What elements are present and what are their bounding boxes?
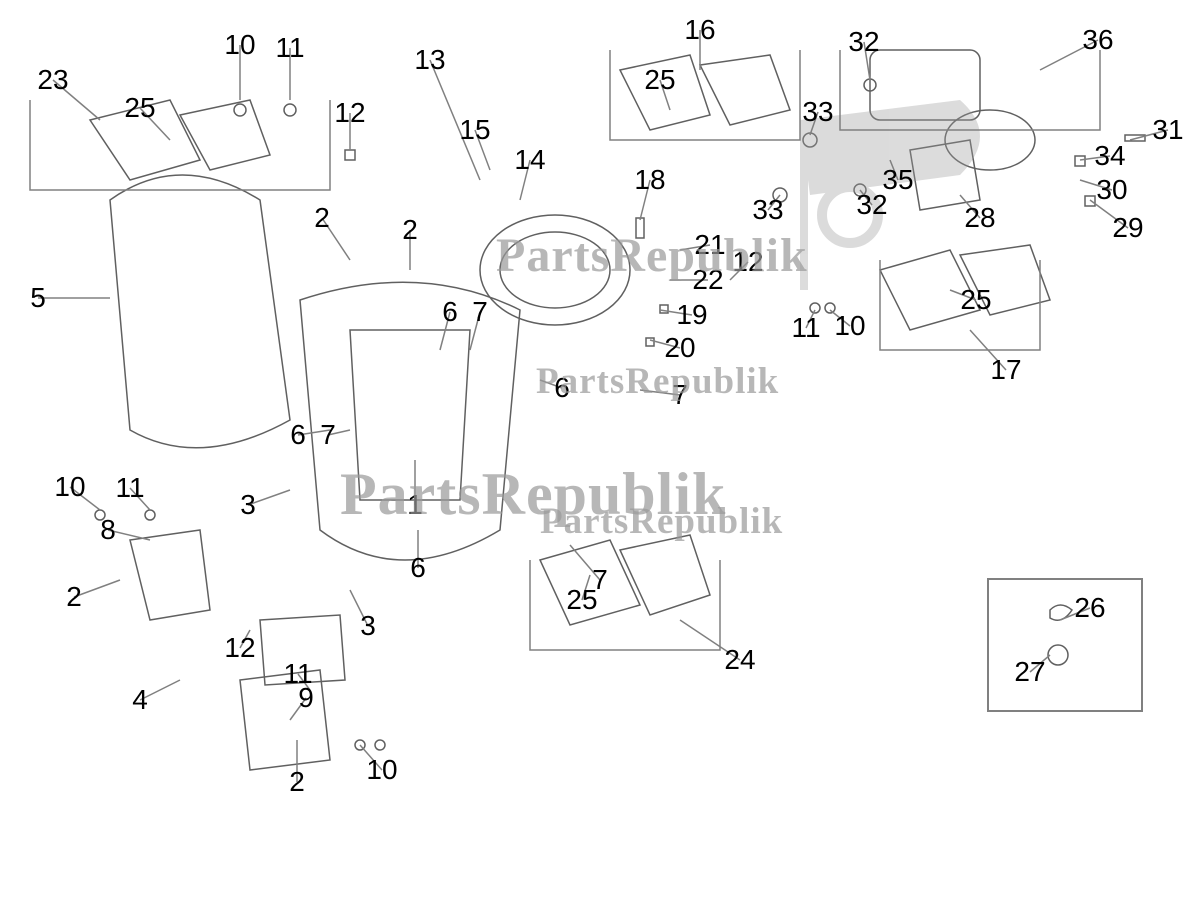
callout-33: 33 (802, 96, 833, 128)
callout-25: 25 (960, 284, 991, 316)
callout-5: 5 (30, 282, 46, 314)
callout-25: 25 (124, 92, 155, 124)
callout-29: 29 (1112, 212, 1143, 244)
callout-6: 6 (290, 419, 306, 451)
callout-2: 2 (289, 766, 305, 798)
callout-23: 23 (37, 64, 68, 96)
callout-2: 2 (402, 214, 418, 246)
callout-22: 22 (692, 264, 723, 296)
callout-12: 12 (224, 632, 255, 664)
callout-27: 27 (1014, 656, 1045, 688)
callout-6: 6 (442, 296, 458, 328)
callout-30: 30 (1096, 174, 1127, 206)
callout-10: 10 (834, 310, 865, 342)
callout-2: 2 (66, 581, 82, 613)
callout-10: 10 (366, 754, 397, 786)
watermark-text: PartsRepublik (540, 500, 783, 543)
callout-20: 20 (664, 332, 695, 364)
group-bracket (610, 50, 800, 140)
callout-10: 10 (54, 471, 85, 503)
group-bracket (840, 50, 1100, 130)
callout-7: 7 (320, 419, 336, 451)
callout-7: 7 (472, 296, 488, 328)
inset-detail-frame (987, 578, 1143, 712)
callout-1: 1 (407, 489, 423, 521)
callout-18: 18 (634, 164, 665, 196)
callout-3: 3 (360, 610, 376, 642)
callout-19: 19 (676, 299, 707, 331)
callout-31: 31 (1152, 114, 1183, 146)
callout-28: 28 (964, 202, 995, 234)
group-bracket (30, 100, 330, 190)
watermark-text: PartsRepublik (340, 460, 726, 529)
callout-34: 34 (1094, 140, 1125, 172)
group-bracket (530, 560, 720, 650)
callout-11: 11 (283, 658, 312, 690)
callout-16: 16 (684, 14, 715, 46)
callout-11: 11 (791, 312, 820, 344)
callout-25: 25 (566, 584, 597, 616)
callout-2: 2 (314, 202, 330, 234)
callout-24: 24 (724, 644, 755, 676)
callout-3: 3 (240, 489, 256, 521)
callout-13: 13 (414, 44, 445, 76)
callout-36: 36 (1082, 24, 1113, 56)
callout-10: 10 (224, 29, 255, 61)
callout-33: 33 (752, 194, 783, 226)
callout-7: 7 (672, 379, 688, 411)
watermark-text: PartsRepublik (536, 360, 779, 403)
callout-12: 12 (732, 246, 763, 278)
callout-35: 35 (882, 164, 913, 196)
parts-illustration (0, 0, 1204, 903)
callout-11: 11 (115, 472, 144, 504)
callout-25: 25 (644, 64, 675, 96)
callout-12: 12 (334, 97, 365, 129)
callout-4: 4 (132, 684, 148, 716)
callout-17: 17 (990, 354, 1021, 386)
exploded-parts-diagram: 1222233456666777789101010101111111112121… (0, 0, 1204, 903)
callout-6: 6 (554, 372, 570, 404)
callout-11: 11 (275, 32, 304, 64)
callout-8: 8 (100, 514, 116, 546)
callout-14: 14 (514, 144, 545, 176)
callout-26: 26 (1074, 592, 1105, 624)
callout-15: 15 (459, 114, 490, 146)
callout-21: 21 (694, 229, 725, 261)
callout-6: 6 (410, 552, 426, 584)
callout-32: 32 (848, 26, 879, 58)
